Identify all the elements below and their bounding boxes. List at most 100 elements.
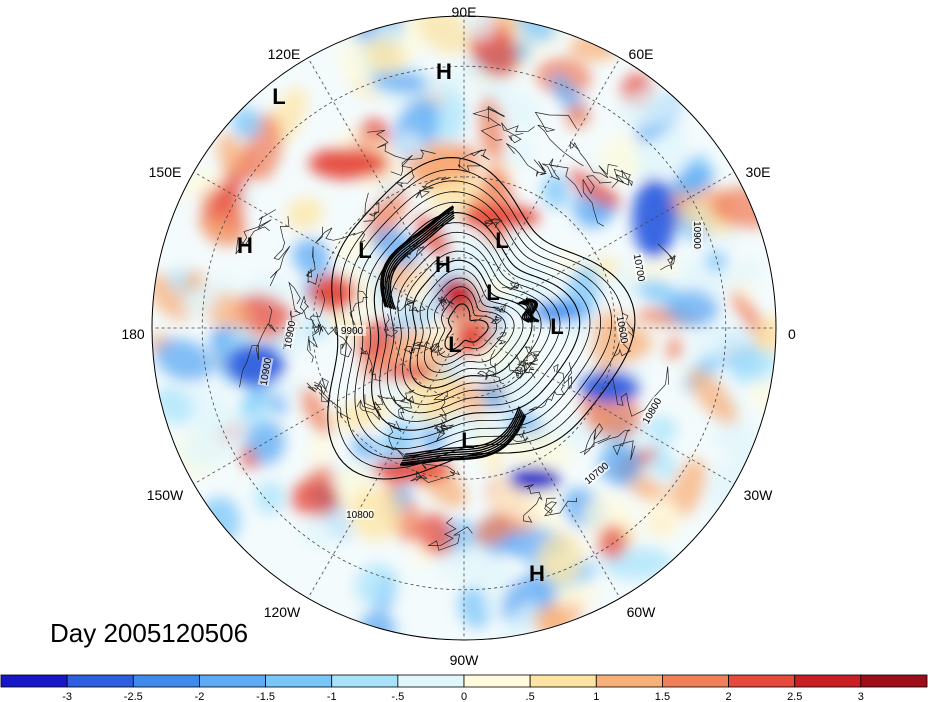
- coastline: [542, 158, 583, 198]
- coastline: [392, 396, 409, 421]
- anomaly-blob: [239, 447, 259, 470]
- contour-label: 10700: [631, 253, 647, 283]
- anomaly-blob: [689, 321, 752, 358]
- coastline: [364, 394, 393, 416]
- anomaly-blob: [348, 486, 402, 541]
- coastline: [569, 141, 618, 179]
- date-title: Day 2005120506: [50, 618, 249, 648]
- jet-contour: [403, 409, 523, 460]
- anomaly-blob: [542, 173, 570, 209]
- coastline: [359, 347, 382, 382]
- anomaly-blob: [290, 480, 340, 517]
- colorbar-tick-label: 1: [593, 691, 599, 702]
- jet-contour: [399, 414, 527, 467]
- coastline: [484, 218, 503, 228]
- jet-contour: [517, 302, 530, 323]
- longitude-label: 150W: [147, 487, 184, 503]
- colorbar-tick-label: -2: [195, 691, 205, 702]
- anomaly-blob: [565, 103, 590, 129]
- anomaly-blob: [182, 412, 243, 470]
- jet-contour: [524, 299, 538, 323]
- coastline: [501, 282, 520, 291]
- anomaly-blob: [564, 316, 589, 344]
- colorbar-swatch: [397, 674, 465, 688]
- anomaly-blob: [568, 170, 621, 208]
- low-pressure-label: L: [272, 84, 285, 109]
- anomaly-blob: [306, 317, 327, 341]
- coastline: [515, 354, 535, 374]
- coastline: [534, 111, 584, 167]
- colorbar-swatch: [595, 674, 663, 688]
- low-pressure-label: L: [550, 314, 563, 339]
- anomaly-blob: [181, 286, 219, 318]
- longitude-label: 120W: [264, 604, 301, 620]
- contour-label: 10800: [346, 510, 374, 521]
- jet-contour: [384, 210, 455, 309]
- anomaly-blob: [199, 220, 244, 244]
- anomaly-blob: [566, 418, 592, 452]
- coastline: [518, 352, 540, 368]
- coastline: [383, 313, 403, 340]
- colorbar-swatch: [860, 674, 928, 688]
- anomaly-blob: [733, 260, 761, 286]
- colorbar-swatch: [794, 674, 862, 688]
- jet-contour: [405, 406, 520, 455]
- jet-contour: [389, 216, 455, 310]
- colorbar-swatch: [728, 674, 796, 688]
- anomaly-blob: [598, 442, 642, 487]
- colorbar-tick-label: .5: [526, 691, 535, 702]
- coastline: [433, 390, 448, 422]
- high-pressure-label: H: [529, 561, 545, 586]
- low-pressure-label: L: [461, 428, 474, 453]
- anomaly-blob: [333, 398, 390, 430]
- colorbar-swatch: [662, 674, 729, 688]
- anomaly-blob: [492, 604, 539, 640]
- colorbar-tick-label: 0: [461, 691, 467, 702]
- anomaly-blob: [435, 550, 465, 578]
- anomaly-blob: [503, 429, 573, 470]
- coastline: [410, 470, 461, 483]
- contour-label: 10900: [283, 320, 299, 350]
- coastline: [490, 349, 504, 385]
- coastline: [457, 149, 490, 174]
- anomaly-blob: [502, 331, 528, 366]
- low-pressure-label: L: [358, 238, 371, 263]
- coastline: [427, 517, 473, 551]
- meridian: [302, 47, 459, 319]
- coastline: [439, 295, 455, 306]
- coastline: [239, 305, 276, 388]
- colorbar-swatch: [0, 674, 68, 688]
- coastline: [510, 426, 528, 443]
- low-pressure-label: L: [486, 280, 499, 305]
- longitude-label: 180: [121, 326, 145, 342]
- jet-contour: [386, 212, 455, 309]
- anomaly-core: [386, 365, 435, 382]
- anomaly-core: [454, 323, 487, 352]
- coastline: [390, 154, 415, 188]
- coastline: [582, 175, 612, 227]
- coastline: [269, 216, 291, 287]
- anomaly-blob: [417, 513, 455, 556]
- anomaly-core: [308, 147, 389, 180]
- colorbar: -3 -2.5 -2 -1.5 -1 -.5 0 .5 1 1.5 2 2.5 3: [0, 674, 928, 702]
- anomaly-core: [579, 370, 640, 403]
- anomaly-blob: [244, 383, 264, 414]
- coastlines: [235, 105, 677, 551]
- colorbar-tick-label: 2.5: [787, 691, 802, 702]
- anomaly-blob: [478, 360, 516, 389]
- anomaly-blob: [216, 133, 245, 175]
- coastline: [398, 389, 415, 421]
- colorbar-tick-label: -1.5: [256, 691, 275, 702]
- contour-label: 10600: [614, 315, 630, 345]
- anomaly-blob: [666, 336, 683, 361]
- colorbar-swatch: [132, 674, 200, 688]
- colorbar-swatch: [66, 674, 134, 688]
- coastline: [553, 362, 572, 389]
- coastline: [294, 295, 322, 334]
- longitude-label: 0: [788, 326, 796, 342]
- coastline: [579, 423, 611, 456]
- jet-contour: [380, 205, 455, 308]
- coastline: [597, 429, 636, 461]
- parallel: [393, 257, 535, 399]
